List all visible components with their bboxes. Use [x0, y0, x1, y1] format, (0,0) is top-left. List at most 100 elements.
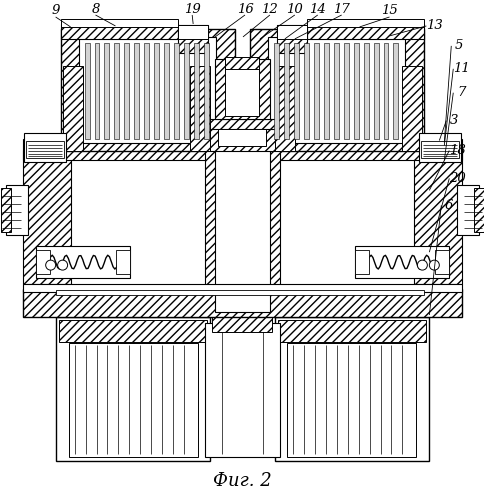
Bar: [276, 25, 306, 39]
Text: 17: 17: [333, 2, 349, 16]
Bar: [60, 29, 235, 150]
Bar: [194, 43, 199, 138]
Bar: [273, 43, 278, 138]
Bar: [94, 43, 99, 138]
Bar: [26, 140, 63, 158]
Bar: [184, 43, 189, 138]
Bar: [68, 343, 198, 458]
Bar: [178, 25, 208, 39]
Bar: [214, 59, 270, 118]
Bar: [435, 250, 448, 274]
Bar: [283, 43, 288, 138]
Bar: [114, 43, 119, 138]
Text: 9: 9: [51, 4, 60, 18]
Bar: [205, 118, 279, 317]
Bar: [293, 43, 298, 138]
Bar: [402, 66, 422, 150]
Bar: [214, 118, 270, 312]
Bar: [190, 118, 294, 132]
Circle shape: [417, 260, 426, 270]
Text: 16: 16: [236, 2, 253, 16]
Bar: [84, 43, 90, 138]
Bar: [363, 43, 368, 138]
Bar: [306, 24, 424, 39]
Bar: [267, 37, 405, 142]
Bar: [276, 25, 306, 53]
Bar: [6, 186, 28, 235]
Bar: [56, 317, 210, 462]
Circle shape: [428, 260, 439, 270]
Bar: [225, 57, 258, 69]
Bar: [212, 317, 272, 332]
Bar: [274, 317, 428, 462]
Text: 8: 8: [91, 2, 100, 16]
Bar: [36, 246, 130, 278]
Bar: [23, 150, 71, 284]
Bar: [286, 343, 416, 458]
Text: 14: 14: [309, 2, 325, 16]
Text: 18: 18: [448, 144, 465, 157]
Text: 13: 13: [425, 20, 442, 32]
Text: 20: 20: [448, 172, 465, 185]
Text: 15: 15: [380, 4, 397, 18]
Bar: [419, 132, 460, 162]
Bar: [354, 246, 448, 278]
Bar: [62, 66, 82, 150]
Text: 7: 7: [456, 86, 465, 99]
Bar: [218, 128, 265, 146]
Text: 3: 3: [449, 114, 457, 127]
Bar: [178, 25, 208, 53]
Text: 12: 12: [261, 2, 278, 16]
Bar: [205, 323, 279, 458]
Bar: [413, 150, 461, 284]
Bar: [56, 290, 424, 295]
Bar: [23, 284, 461, 292]
Bar: [456, 186, 478, 235]
Bar: [23, 138, 461, 160]
Bar: [205, 128, 279, 150]
Bar: [116, 250, 130, 274]
Bar: [174, 43, 179, 138]
Bar: [225, 61, 258, 116]
Bar: [373, 43, 378, 138]
Bar: [23, 289, 461, 317]
Bar: [383, 43, 388, 138]
Bar: [154, 43, 159, 138]
Bar: [164, 43, 169, 138]
Bar: [59, 320, 207, 342]
Bar: [144, 43, 149, 138]
Bar: [249, 29, 424, 150]
Bar: [323, 43, 328, 138]
Bar: [60, 24, 178, 39]
Bar: [134, 43, 139, 138]
Bar: [473, 188, 483, 232]
Bar: [78, 37, 216, 142]
Bar: [353, 43, 358, 138]
Bar: [1, 188, 11, 232]
Bar: [24, 132, 65, 162]
Circle shape: [45, 260, 56, 270]
Bar: [313, 43, 318, 138]
Bar: [124, 43, 129, 138]
Bar: [60, 19, 178, 27]
Bar: [303, 43, 308, 138]
Bar: [204, 43, 209, 138]
Bar: [190, 66, 210, 150]
Bar: [421, 140, 458, 158]
Bar: [277, 320, 425, 342]
Text: 11: 11: [452, 62, 469, 76]
Bar: [36, 250, 49, 274]
Text: 5: 5: [454, 40, 463, 52]
Bar: [354, 250, 368, 274]
Bar: [343, 43, 348, 138]
Bar: [306, 19, 424, 27]
Bar: [393, 43, 398, 138]
Bar: [104, 43, 109, 138]
Text: 19: 19: [183, 2, 200, 16]
Text: Фиг. 2: Фиг. 2: [212, 472, 271, 490]
Bar: [274, 66, 294, 150]
Bar: [333, 43, 338, 138]
Text: 10: 10: [286, 2, 302, 16]
Circle shape: [58, 260, 67, 270]
Text: 6: 6: [444, 199, 453, 212]
